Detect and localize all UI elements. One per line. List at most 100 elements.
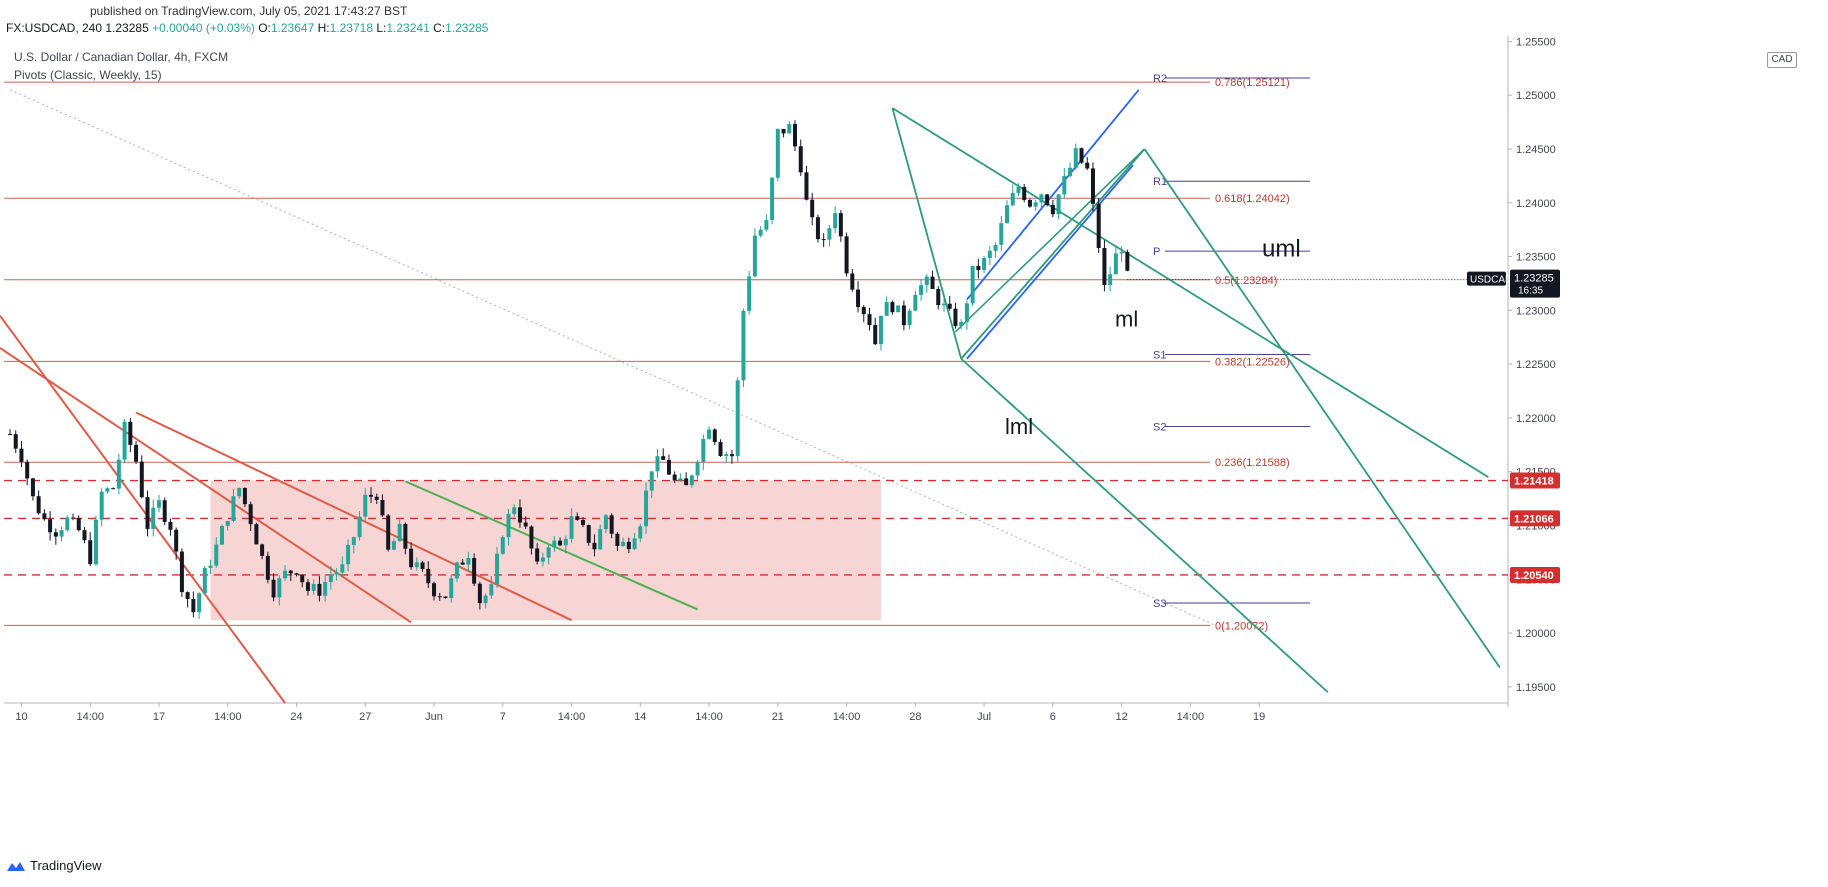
countdown-value: 16:35 xyxy=(1518,286,1543,297)
candle-body xyxy=(288,570,293,574)
candle-body xyxy=(477,583,482,604)
fib-level-label: 0.5(1.23284) xyxy=(1215,275,1277,287)
y-tick-label: 1.25000 xyxy=(1516,90,1556,102)
candle-body xyxy=(575,516,580,521)
fib-level-label: 0.382(1.22526) xyxy=(1215,356,1290,368)
candle-body xyxy=(1010,193,1015,206)
candle-body xyxy=(741,310,746,381)
candle-body xyxy=(483,595,488,604)
candle-body xyxy=(1125,251,1130,271)
candle-body xyxy=(930,276,935,290)
candle-body xyxy=(1027,199,1032,207)
candle-body xyxy=(71,517,76,519)
candle-body xyxy=(449,578,454,598)
candle-body xyxy=(466,558,471,565)
symbol-badge-label: USDCAD xyxy=(1470,275,1512,286)
candle-body xyxy=(810,199,815,218)
candle-body xyxy=(867,314,872,326)
candle-body xyxy=(357,516,362,538)
level-price-badge xyxy=(1510,566,1560,583)
candle-body xyxy=(489,584,494,596)
candle-body xyxy=(919,285,924,295)
candle-body xyxy=(76,518,81,531)
candle-body xyxy=(523,522,528,527)
candle-body xyxy=(254,524,259,545)
candle-body xyxy=(552,540,557,548)
indicator-title[interactable]: Pivots (Classic, Weekly, 15) xyxy=(14,68,162,82)
ohlc-legend: FX:USDCAD, 240 1.23285 +0.00040 (+0.03%)… xyxy=(6,21,488,35)
close-label: C: xyxy=(433,21,446,35)
candle-body xyxy=(93,519,98,565)
candle-body xyxy=(1045,194,1050,205)
candle-body xyxy=(214,544,219,566)
channel-upper-line xyxy=(966,89,1140,301)
candle-body xyxy=(443,596,448,598)
symbol-interval[interactable]: FX:USDCAD, 240 xyxy=(6,21,103,35)
candle-body xyxy=(695,462,700,476)
candle-body xyxy=(277,578,282,598)
currency-badge[interactable]: CAD xyxy=(1767,52,1797,68)
candle-body xyxy=(202,567,207,594)
candle-body xyxy=(873,325,878,345)
candle-body xyxy=(8,434,12,436)
candle-body xyxy=(225,521,230,526)
candle-body xyxy=(638,526,643,539)
candle-body xyxy=(237,487,242,497)
candle-body xyxy=(672,474,677,481)
candle-body xyxy=(581,520,585,526)
x-tick-label: 14:00 xyxy=(695,711,723,723)
candle-body xyxy=(724,454,729,457)
candle-body xyxy=(13,434,18,449)
candle-body xyxy=(1050,204,1055,215)
candle-body xyxy=(609,515,614,534)
candle-body xyxy=(752,235,757,277)
candle-body xyxy=(655,456,660,472)
pitchfork-outer-line xyxy=(1143,148,1501,669)
candle-body xyxy=(901,305,906,326)
y-tick-label: 1.25500 xyxy=(1516,36,1556,48)
channel-lower-line xyxy=(966,164,1134,360)
candle-body xyxy=(1039,194,1044,203)
candle-body xyxy=(592,542,597,550)
candle-body xyxy=(924,276,929,286)
pitchfork-base xyxy=(960,148,1146,360)
candle-body xyxy=(626,541,631,550)
candle-body xyxy=(781,128,786,134)
brand: TradingView xyxy=(6,858,102,873)
candle-body xyxy=(1022,187,1027,200)
open-value: 1.23647 xyxy=(270,21,315,35)
candle-body xyxy=(661,456,666,460)
chart-title[interactable]: U.S. Dollar / Canadian Dollar, 4h, FXCM xyxy=(14,50,229,64)
pivot-label: S1 xyxy=(1153,349,1166,361)
y-tick-label: 1.20000 xyxy=(1516,628,1556,640)
candle-body xyxy=(460,562,465,565)
candle-body xyxy=(374,496,379,500)
candle-body xyxy=(1079,148,1084,163)
close-value: 1.23285 xyxy=(445,21,489,35)
candle-body xyxy=(701,438,706,463)
pitchfork-upper-line xyxy=(891,107,1489,478)
x-tick-label: 14:00 xyxy=(833,711,861,723)
candle-body xyxy=(191,598,196,613)
candle-body xyxy=(947,303,952,309)
candle-body xyxy=(569,516,574,539)
candle-body xyxy=(959,321,964,326)
candle-body xyxy=(970,265,975,304)
candle-body xyxy=(712,429,717,443)
candle-body xyxy=(1090,168,1095,204)
pivot-label: S3 xyxy=(1153,598,1166,610)
candle-body xyxy=(689,475,694,486)
x-tick-label: 17 xyxy=(153,711,165,723)
x-tick-label: 6 xyxy=(1050,711,1056,723)
candle-body xyxy=(964,303,969,322)
candle-body xyxy=(59,530,64,537)
candle-body xyxy=(174,529,179,552)
candle-body xyxy=(936,289,941,306)
candle-body xyxy=(833,213,838,229)
candle-body xyxy=(300,574,305,583)
candle-body xyxy=(151,507,156,529)
pitchfork-lower-line xyxy=(960,358,1329,693)
candle-body xyxy=(861,307,866,315)
candle-body xyxy=(420,562,425,569)
